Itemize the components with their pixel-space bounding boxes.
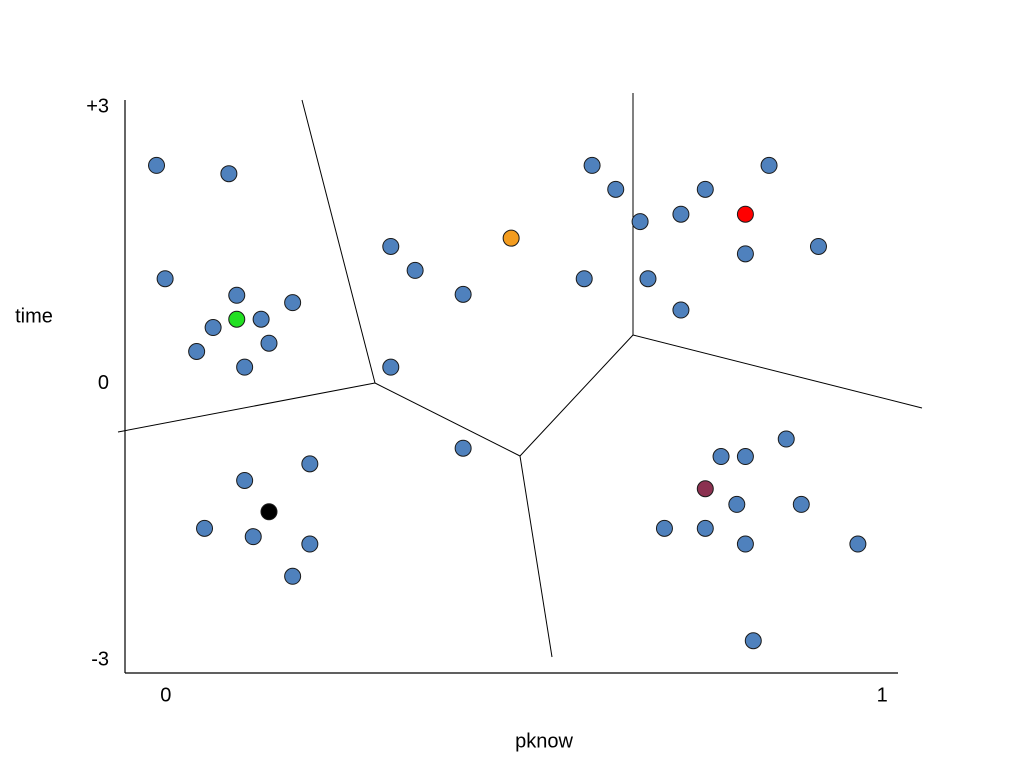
point [712,448,730,466]
point [454,439,472,457]
point [228,310,246,328]
point [156,270,174,288]
point [260,503,278,521]
point [696,519,714,537]
boundary [632,334,923,409]
boundary [519,455,553,658]
point [792,495,810,513]
point [236,358,254,376]
point [260,334,278,352]
boundary [374,382,521,457]
point [406,261,424,279]
x-axis-label: pknow [515,730,573,752]
y-tick-label: -3 [91,648,109,670]
point [696,480,714,498]
point [204,319,222,337]
boundary [117,382,376,433]
y-axis-label: time [15,305,53,327]
point [244,528,262,546]
point [736,245,754,263]
y-tick-label: 0 [98,372,109,394]
point [252,310,270,328]
point [301,455,319,473]
x-tick-label: 0 [160,684,171,706]
point [728,495,746,513]
point [220,165,238,183]
point [196,519,214,537]
point [148,156,166,174]
point [760,156,778,174]
point [631,213,649,231]
point [736,535,754,553]
voronoi-lines [117,93,923,658]
point [583,156,601,174]
point [672,205,690,223]
point [736,205,754,223]
point [575,270,593,288]
point [188,342,206,360]
point [301,535,319,553]
point [777,430,795,448]
boundary [301,99,376,384]
point [639,270,657,288]
point [655,519,673,537]
point [736,448,754,466]
point [382,237,400,255]
point [849,535,867,553]
point [236,471,254,489]
point [672,301,690,319]
point [607,180,625,198]
point [284,294,302,312]
y-tick-label: +3 [86,96,109,118]
point [696,180,714,198]
point [502,229,520,247]
x-tick-label: 1 [877,684,888,706]
point [809,237,827,255]
point [382,358,400,376]
point [228,286,246,304]
point [284,567,302,585]
point [454,285,472,303]
boundary [519,334,634,457]
point [744,632,762,650]
